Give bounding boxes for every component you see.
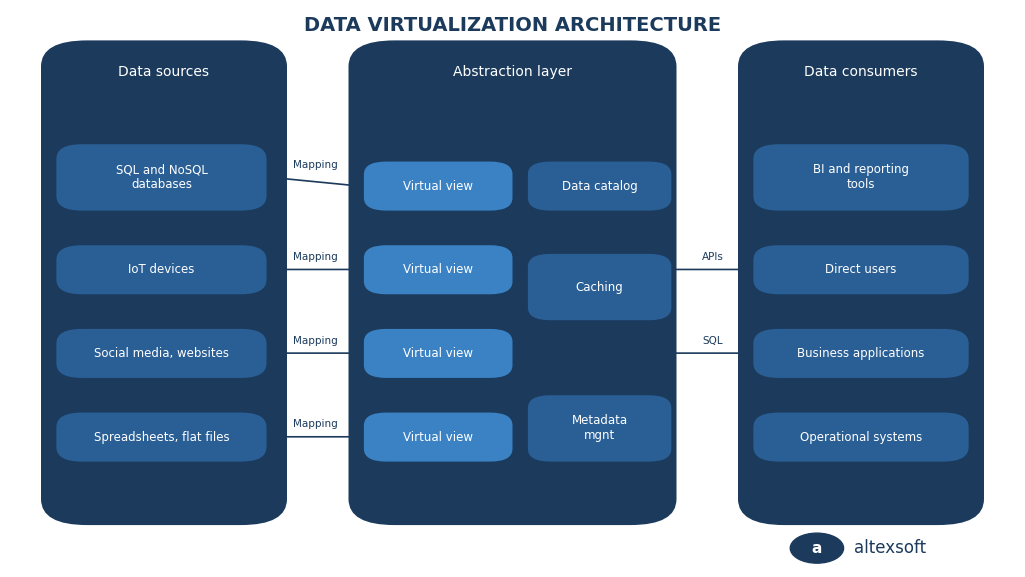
FancyBboxPatch shape xyxy=(753,245,969,294)
FancyBboxPatch shape xyxy=(528,395,671,462)
FancyBboxPatch shape xyxy=(56,144,266,211)
FancyBboxPatch shape xyxy=(753,144,969,211)
FancyBboxPatch shape xyxy=(738,40,984,525)
FancyBboxPatch shape xyxy=(364,162,512,211)
Text: SQL: SQL xyxy=(702,336,723,346)
FancyBboxPatch shape xyxy=(364,245,512,294)
Text: Business applications: Business applications xyxy=(797,347,925,360)
Text: APIs: APIs xyxy=(701,252,724,262)
FancyBboxPatch shape xyxy=(364,329,512,378)
Text: Spreadsheets, flat files: Spreadsheets, flat files xyxy=(93,430,230,444)
Text: Mapping: Mapping xyxy=(293,252,338,262)
Text: Data consumers: Data consumers xyxy=(805,65,917,79)
FancyBboxPatch shape xyxy=(364,413,512,462)
Text: Social media, websites: Social media, websites xyxy=(94,347,229,360)
Text: IoT devices: IoT devices xyxy=(128,263,195,276)
FancyBboxPatch shape xyxy=(348,40,676,525)
Text: Virtual view: Virtual view xyxy=(403,430,474,444)
Text: DATA VIRTUALIZATION ARCHITECTURE: DATA VIRTUALIZATION ARCHITECTURE xyxy=(304,17,721,35)
Text: SQL and NoSQL
databases: SQL and NoSQL databases xyxy=(116,163,207,192)
FancyBboxPatch shape xyxy=(41,40,287,525)
Text: Abstraction layer: Abstraction layer xyxy=(453,65,572,79)
FancyBboxPatch shape xyxy=(528,254,671,320)
Circle shape xyxy=(790,533,844,563)
Text: BI and reporting
tools: BI and reporting tools xyxy=(813,163,909,192)
Text: Virtual view: Virtual view xyxy=(403,179,474,193)
Text: Operational systems: Operational systems xyxy=(800,430,922,444)
FancyBboxPatch shape xyxy=(753,413,969,462)
FancyBboxPatch shape xyxy=(56,413,266,462)
Text: Metadata
mgnt: Metadata mgnt xyxy=(572,414,627,443)
FancyBboxPatch shape xyxy=(56,329,266,378)
Text: Mapping: Mapping xyxy=(293,419,338,429)
FancyBboxPatch shape xyxy=(528,162,671,211)
Text: Mapping: Mapping xyxy=(293,160,338,170)
Text: Virtual view: Virtual view xyxy=(403,263,474,276)
Text: Data sources: Data sources xyxy=(119,65,209,79)
Text: altexsoft: altexsoft xyxy=(854,539,926,557)
Text: a: a xyxy=(812,541,822,556)
Text: Data catalog: Data catalog xyxy=(562,179,638,193)
FancyBboxPatch shape xyxy=(56,245,266,294)
Text: Direct users: Direct users xyxy=(825,263,897,276)
FancyBboxPatch shape xyxy=(753,329,969,378)
Text: Mapping: Mapping xyxy=(293,336,338,346)
Text: Caching: Caching xyxy=(576,280,623,294)
Text: Virtual view: Virtual view xyxy=(403,347,474,360)
